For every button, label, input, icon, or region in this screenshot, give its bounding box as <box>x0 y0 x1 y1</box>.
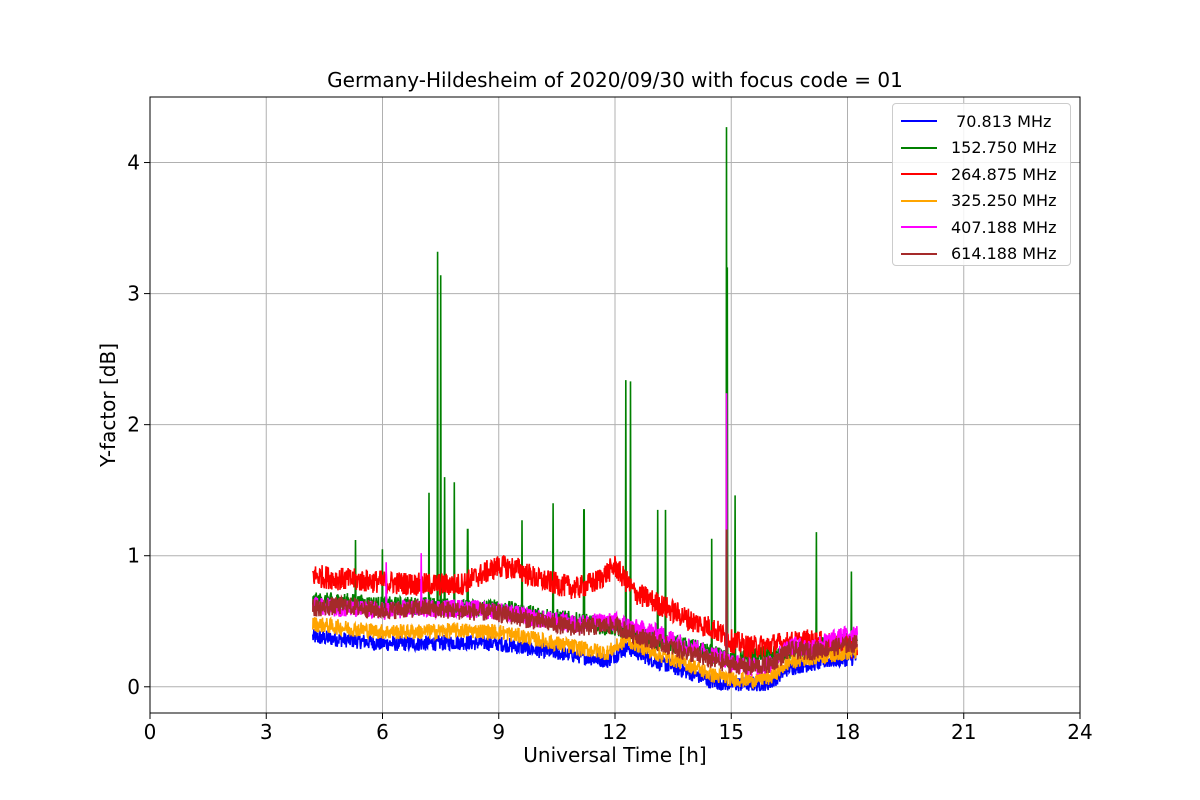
y-tick-label: 3 <box>127 282 140 306</box>
legend-item: 70.813 MHz <box>893 108 1070 135</box>
x-tick-label: 3 <box>260 720 273 744</box>
legend: 70.813 MHz 152.750 MHz 264.875 MHz 325.250 … <box>892 103 1071 266</box>
chart-title: Germany-Hildesheim of 2020/09/30 with fo… <box>327 68 903 92</box>
legend-item: 614.188 MHz <box>893 241 1070 268</box>
legend-item: 264.875 MHz <box>893 161 1070 188</box>
series-line <box>312 616 858 690</box>
x-tick-label: 15 <box>719 720 744 744</box>
x-tick-label: 12 <box>602 720 627 744</box>
x-tick-label: 21 <box>951 720 976 744</box>
legend-swatch <box>901 120 937 123</box>
x-tick-label: 9 <box>492 720 505 744</box>
legend-label: 407.188 MHz <box>951 217 1057 237</box>
y-tick-label: 1 <box>127 544 140 568</box>
legend-item: 407.188 MHz <box>893 214 1070 241</box>
legend-label: 264.875 MHz <box>951 164 1057 184</box>
legend-label: 152.750 MHz <box>951 138 1057 158</box>
plot-area <box>312 127 858 692</box>
legend-label: 70.813 MHz <box>951 111 1052 131</box>
y-tick-label: 0 <box>127 675 140 699</box>
legend-item: 325.250 MHz <box>893 188 1070 215</box>
x-tick-label: 0 <box>144 720 157 744</box>
legend-label: 614.188 MHz <box>951 244 1057 264</box>
legend-label: 325.250 MHz <box>951 191 1057 211</box>
legend-swatch <box>901 146 937 149</box>
legend-item: 152.750 MHz <box>893 135 1070 162</box>
x-tick-label: 18 <box>835 720 860 744</box>
legend-swatch <box>901 199 937 202</box>
y-tick-label: 2 <box>127 413 140 437</box>
legend-swatch <box>901 252 937 255</box>
y-axis-label: Y-factor [dB] <box>96 342 120 468</box>
legend-swatch <box>901 226 937 229</box>
series-line <box>312 555 858 661</box>
x-tick-label: 6 <box>376 720 389 744</box>
x-tick-label: 24 <box>1067 720 1092 744</box>
series-line <box>312 529 858 675</box>
legend-swatch <box>901 173 937 176</box>
x-axis-label: Universal Time [h] <box>523 743 707 767</box>
y-tick-label: 4 <box>127 151 140 175</box>
